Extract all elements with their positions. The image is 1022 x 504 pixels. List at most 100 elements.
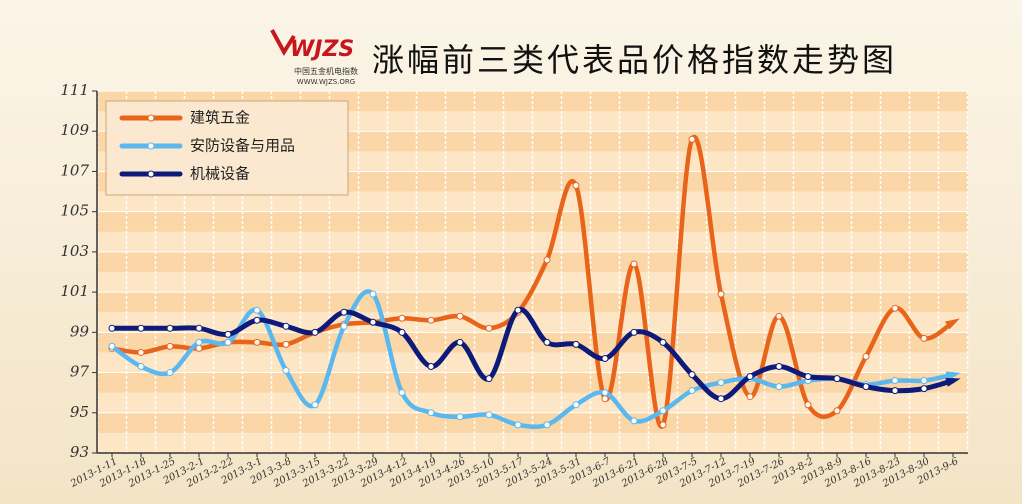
- data-point: [775, 312, 783, 320]
- data-point: [137, 348, 145, 356]
- logo-url: WWW.WJZS.ORG: [297, 78, 355, 86]
- data-point: [108, 342, 116, 350]
- logo-arrow: [270, 29, 296, 56]
- chart-title: 涨幅前三类代表品价格指数走势图: [372, 41, 897, 79]
- series-arrow: [945, 371, 961, 381]
- legend-marker: [147, 114, 155, 122]
- data-point: [920, 334, 928, 342]
- data-point: [485, 375, 493, 383]
- data-point: [282, 322, 290, 330]
- data-point: [195, 324, 203, 332]
- data-point: [891, 304, 899, 312]
- y-tick-label: 103: [60, 242, 89, 260]
- data-point: [253, 338, 261, 346]
- data-point: [282, 367, 290, 375]
- series-arrow: [945, 318, 960, 330]
- data-point: [891, 387, 899, 395]
- plot-area: 939597991011031051071091112013-1-112013-…: [60, 81, 969, 490]
- data-point: [456, 338, 464, 346]
- logo-mark: WJZS: [290, 37, 354, 62]
- y-tick-label: 93: [70, 443, 89, 461]
- data-point: [920, 385, 928, 393]
- data-point: [427, 409, 435, 417]
- y-tick-label: 101: [60, 282, 89, 300]
- data-point: [543, 338, 551, 346]
- legend-marker: [147, 142, 155, 150]
- data-point: [601, 389, 609, 397]
- data-point: [137, 363, 145, 371]
- data-point: [862, 352, 870, 360]
- data-point: [253, 316, 261, 324]
- data-point: [456, 312, 464, 320]
- data-point: [137, 324, 145, 332]
- data-point: [427, 363, 435, 371]
- data-point: [601, 354, 609, 362]
- data-point: [775, 363, 783, 371]
- data-point: [166, 369, 174, 377]
- data-point: [398, 389, 406, 397]
- data-point: [485, 324, 493, 332]
- data-point: [485, 411, 493, 419]
- data-point: [195, 338, 203, 346]
- data-point: [224, 330, 232, 338]
- data-point: [108, 324, 116, 332]
- data-point: [717, 290, 725, 298]
- legend-label: 安防设备与用品: [190, 137, 295, 155]
- data-point: [688, 135, 696, 143]
- data-point: [659, 338, 667, 346]
- data-point: [862, 383, 870, 391]
- y-tick-label: 111: [60, 81, 89, 99]
- legend-label: 机械设备: [190, 165, 250, 183]
- data-point: [688, 371, 696, 379]
- data-point: [572, 401, 580, 409]
- data-point: [369, 290, 377, 298]
- data-point: [833, 375, 841, 383]
- data-point: [630, 417, 638, 425]
- y-tick-label: 99: [70, 322, 90, 340]
- data-point: [398, 314, 406, 322]
- data-point: [833, 407, 841, 415]
- data-point: [543, 256, 551, 264]
- data-point: [630, 260, 638, 268]
- series-line: [109, 134, 956, 429]
- legend-marker: [147, 170, 155, 178]
- data-point: [224, 338, 232, 346]
- data-point: [282, 340, 290, 348]
- data-point: [775, 383, 783, 391]
- data-point: [514, 306, 522, 314]
- data-point: [746, 373, 754, 381]
- y-tick-label: 97: [70, 363, 90, 381]
- data-point: [340, 308, 348, 316]
- data-point: [340, 322, 348, 330]
- y-tick-label: 95: [70, 403, 89, 421]
- data-point: [659, 421, 667, 429]
- data-point: [311, 401, 319, 409]
- data-point: [398, 328, 406, 336]
- data-point: [514, 421, 522, 429]
- legend-label: 建筑五金: [190, 109, 250, 127]
- series-arrow: [945, 378, 961, 387]
- y-tick-label: 107: [60, 161, 89, 179]
- data-point: [369, 318, 377, 326]
- data-point: [427, 316, 435, 324]
- data-point: [920, 377, 928, 385]
- y-tick-label: 109: [60, 121, 89, 139]
- data-point: [456, 413, 464, 421]
- data-point: [166, 324, 174, 332]
- data-point: [717, 395, 725, 403]
- data-point: [166, 342, 174, 350]
- data-point: [717, 379, 725, 387]
- logo-subtitle: 中国五金机电指数: [294, 66, 358, 76]
- data-point: [572, 182, 580, 190]
- data-point: [688, 387, 696, 395]
- data-point: [659, 407, 667, 415]
- logo: WJZS 中国五金机电指数 WWW.WJZS.ORG: [270, 29, 358, 86]
- data-point: [630, 328, 638, 336]
- y-tick-label: 105: [60, 202, 89, 220]
- data-point: [543, 421, 551, 429]
- data-point: [746, 393, 754, 401]
- data-point: [891, 377, 899, 385]
- data-point: [311, 328, 319, 336]
